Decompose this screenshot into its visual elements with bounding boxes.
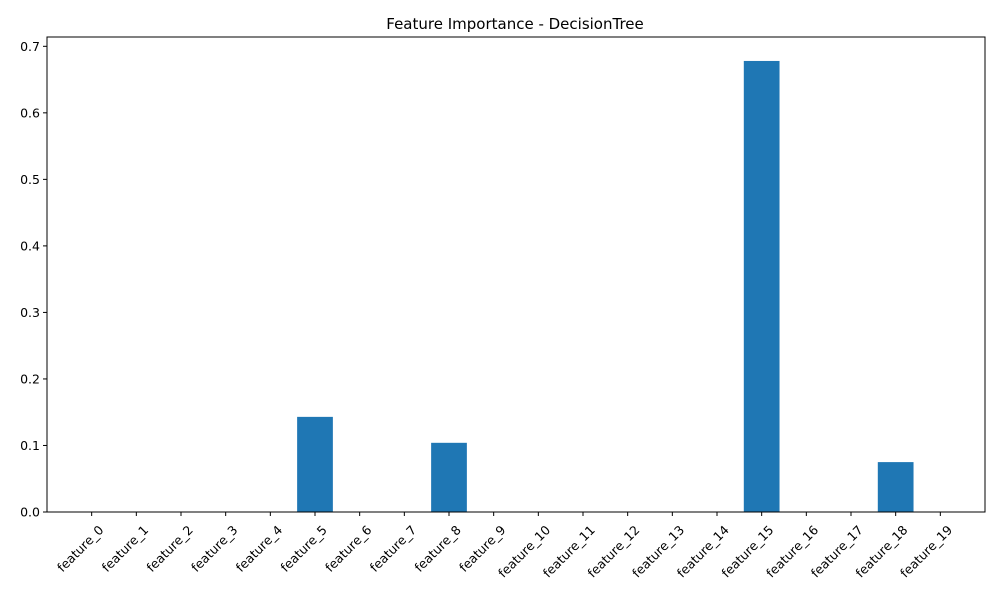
y-tick-label: 0.3: [20, 305, 40, 320]
bar-feature-5: [297, 416, 333, 512]
y-tick-label: 0.0: [20, 505, 40, 520]
y-axis: 0.0 0.1 0.2 0.3 0.4 0.5 0.6 0.7: [20, 39, 47, 520]
chart-title: Feature Importance - DecisionTree: [386, 15, 643, 33]
y-tick-label: 0.2: [20, 371, 40, 386]
x-tick-label: feature_4: [233, 522, 286, 575]
y-tick-label: 0.4: [20, 238, 40, 253]
bar-feature-8: [431, 442, 467, 512]
bar-feature-18: [877, 462, 914, 512]
x-tick-label: feature_8: [411, 522, 464, 575]
y-tick-label: 0.1: [20, 438, 40, 453]
x-tick-label: feature_1: [99, 522, 152, 575]
x-tick-label: feature_0: [54, 522, 107, 575]
y-tick-label: 0.7: [20, 39, 40, 54]
x-tick-label: feature_6: [322, 522, 375, 575]
x-tick-label: feature_7: [367, 522, 420, 575]
plot-frame: [46, 36, 986, 513]
bars-layer: [297, 60, 914, 512]
y-tick-label: 0.5: [20, 172, 40, 187]
x-tick-label: feature_2: [143, 522, 196, 575]
x-axis: feature_0feature_1feature_2feature_3feat…: [54, 512, 955, 580]
x-tick-label: feature_3: [188, 522, 241, 575]
bar-feature-15: [743, 60, 780, 512]
x-tick-label: feature_5: [277, 522, 330, 575]
y-tick-label: 0.6: [20, 105, 40, 120]
